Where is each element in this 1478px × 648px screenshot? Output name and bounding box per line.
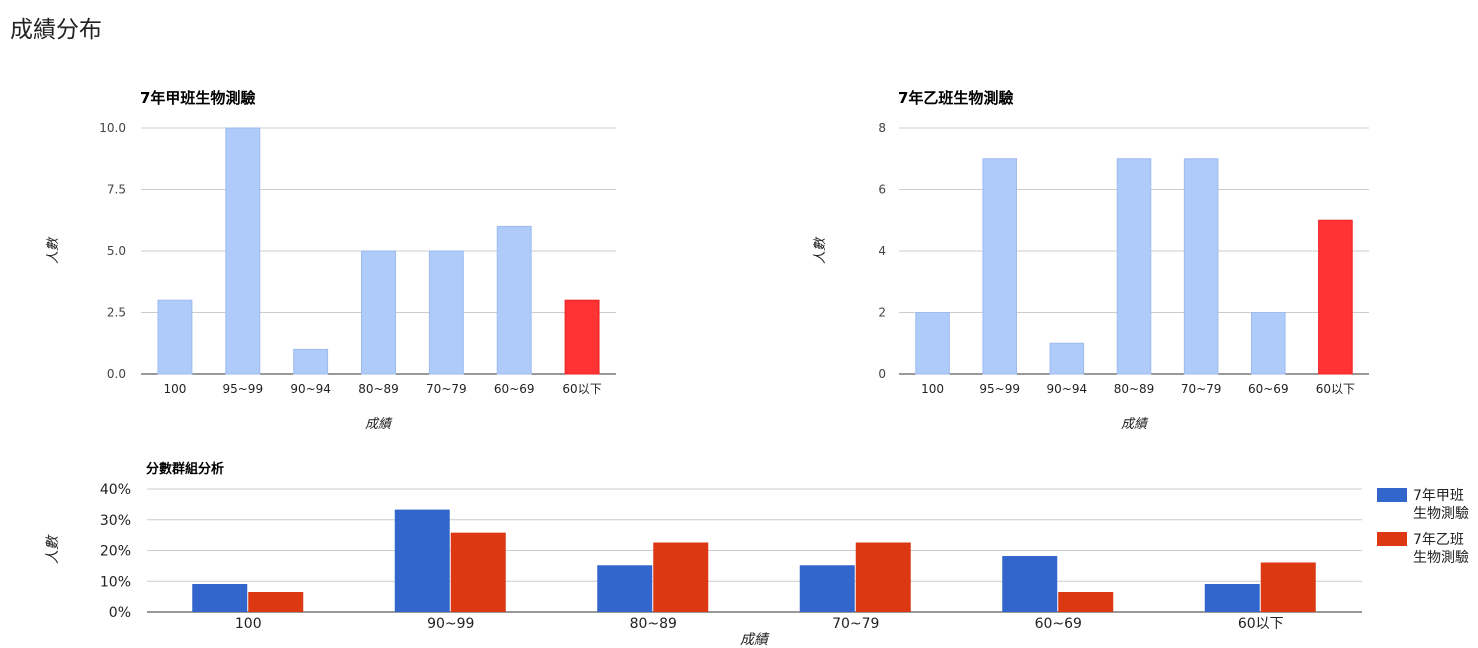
x-tick-label: 60~69 <box>1248 382 1289 396</box>
bar-class-b <box>653 542 709 612</box>
bar-class-a <box>1204 584 1260 612</box>
y-tick-label: 0.0 <box>107 367 126 381</box>
chart-title: 7年乙班生物測驗 <box>898 89 1013 107</box>
bar-class-a <box>394 509 450 612</box>
bar-class-b <box>450 532 506 612</box>
page-title: 成績分布 <box>10 17 102 43</box>
y-tick-label: 0 <box>878 367 886 381</box>
bar <box>293 348 329 375</box>
x-tick-label: 100 <box>921 382 944 396</box>
bar <box>564 299 600 375</box>
bar <box>1318 219 1353 375</box>
x-tick-label: 70~79 <box>832 616 879 632</box>
x-tick-label: 60~69 <box>1035 616 1082 632</box>
x-tick-label: 80~89 <box>358 382 399 396</box>
bar-class-a <box>799 565 855 612</box>
x-tick-label: 60~69 <box>494 382 535 396</box>
x-tick-label: 90~99 <box>427 616 474 632</box>
legend-label: 7年乙班生物測驗 <box>1413 532 1469 566</box>
legend: 7年甲班生物測驗 7年乙班生物測驗 <box>1377 488 1469 566</box>
bar <box>428 250 464 375</box>
x-tick-label: 60以下 <box>562 382 601 396</box>
x-tick-label: 60以下 <box>1238 616 1284 632</box>
x-tick-label: 80~89 <box>630 616 677 632</box>
y-tick-label: 20% <box>100 544 131 560</box>
y-tick-label: 4 <box>878 244 886 258</box>
x-tick-label: 100 <box>235 616 262 632</box>
bar <box>1116 158 1152 375</box>
x-axis-title: 成績 <box>1121 417 1149 432</box>
bar <box>361 250 396 375</box>
bar-class-b <box>248 592 304 612</box>
chart-group-analysis: 分數群組分析 0% 10% 20% 30% 40% 100 90~99 80~89 70~79 60… <box>45 461 1469 648</box>
y-tick-label: 2 <box>878 306 886 320</box>
bar <box>1049 342 1085 375</box>
bar-class-b <box>1260 562 1316 612</box>
x-tick-label: 80~89 <box>1114 382 1155 396</box>
bar <box>1183 158 1219 375</box>
y-tick-label: 10.0 <box>99 121 126 135</box>
bar <box>157 299 193 375</box>
bar <box>496 225 532 375</box>
legend-label: 7年甲班生物測驗 <box>1413 488 1469 522</box>
x-tick-label: 70~79 <box>426 382 467 396</box>
bar-class-b <box>1058 592 1114 612</box>
y-tick-label: 7.5 <box>107 183 126 197</box>
y-tick-label: 5.0 <box>107 244 126 258</box>
chart-class-a: 7年甲班生物測驗 0.0 2.5 5.0 7.5 10.0 100 95~99 90~94 80~… <box>46 89 616 432</box>
bar <box>915 312 950 375</box>
y-axis-title: 人數 <box>813 236 828 264</box>
x-tick-label: 100 <box>163 382 186 396</box>
legend-swatch <box>1377 488 1407 502</box>
bar-class-b <box>855 542 911 612</box>
chart-class-b: 7年乙班生物測驗 0 2 4 6 8 100 95~99 90~94 80~89 70~79 60~6… <box>813 89 1369 432</box>
y-tick-label: 8 <box>878 121 886 135</box>
bar-class-a <box>1002 556 1058 612</box>
y-tick-label: 40% <box>100 482 131 498</box>
bar <box>225 127 261 375</box>
x-tick-label: 95~99 <box>979 382 1020 396</box>
x-axis-title: 成績 <box>740 632 770 648</box>
bar-class-a <box>192 584 248 612</box>
y-tick-label: 10% <box>100 574 131 590</box>
bar <box>982 158 1018 375</box>
x-tick-label: 70~79 <box>1181 382 1222 396</box>
x-axis-title: 成績 <box>365 417 393 432</box>
bar-class-a <box>597 565 653 612</box>
chart-title: 7年甲班生物測驗 <box>140 89 255 107</box>
x-tick-label: 90~94 <box>1047 382 1088 396</box>
y-axis-title: 人數 <box>45 534 61 564</box>
y-tick-label: 0% <box>109 605 131 621</box>
y-tick-label: 6 <box>878 183 886 197</box>
chart-title: 分數群組分析 <box>146 461 224 477</box>
legend-swatch <box>1377 532 1407 546</box>
y-tick-label: 30% <box>100 513 131 529</box>
y-axis-title: 人數 <box>46 236 61 264</box>
bar <box>1251 312 1286 375</box>
x-tick-label: 95~99 <box>222 382 263 396</box>
x-tick-label: 90~94 <box>290 382 331 396</box>
x-tick-label: 60以下 <box>1316 382 1355 396</box>
y-tick-label: 2.5 <box>107 306 126 320</box>
